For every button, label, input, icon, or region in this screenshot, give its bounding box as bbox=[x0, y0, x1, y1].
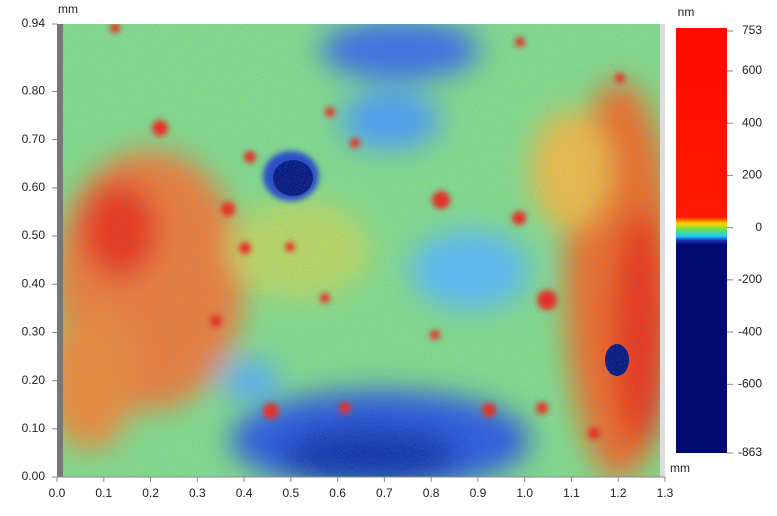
x-tick-label: 1.0 bbox=[516, 486, 533, 500]
colorbar-tick-label: -600 bbox=[738, 376, 762, 390]
colorbar-tick-label: -400 bbox=[738, 324, 762, 338]
x-tick-label: 0.9 bbox=[470, 486, 487, 500]
x-tick-label: 0.1 bbox=[95, 486, 112, 500]
x-tick-label: 0.4 bbox=[236, 486, 253, 500]
x-tick-label: 0.8 bbox=[423, 486, 440, 500]
y-tick-label: 0.60 bbox=[22, 180, 46, 194]
y-tick-label: 0.30 bbox=[22, 325, 46, 339]
y-unit: mm bbox=[58, 2, 78, 16]
colorbar-tick-label: 400 bbox=[742, 115, 762, 129]
y-tick-label: 0.20 bbox=[22, 373, 46, 387]
x-tick-label: 0.3 bbox=[189, 486, 206, 500]
colorbar-unit: nm bbox=[678, 5, 695, 19]
y-tick-label: 0.50 bbox=[22, 228, 46, 242]
x-tick-label: 1.1 bbox=[563, 486, 580, 500]
colorbar-tick-label: 753 bbox=[742, 23, 762, 37]
y-tick-label: 0.70 bbox=[22, 132, 46, 146]
y-tick-label: 0.80 bbox=[22, 84, 46, 98]
colorbar-tick-label: -200 bbox=[738, 272, 762, 286]
x-tick-label: 0.0 bbox=[49, 486, 66, 500]
y-tick-label: 0.00 bbox=[22, 469, 46, 483]
x-tick-label: 1.3 bbox=[657, 486, 674, 500]
colorbar-tick-label: 600 bbox=[742, 63, 762, 77]
y-tick-label: 0.40 bbox=[22, 276, 46, 290]
x-tick-label: 1.2 bbox=[610, 486, 627, 500]
colorbar-tick-label: 0 bbox=[755, 220, 762, 234]
x-tick-label: 0.6 bbox=[329, 486, 346, 500]
x-tick-label: 0.5 bbox=[283, 486, 300, 500]
x-unit: mm bbox=[670, 461, 690, 475]
colorbar-tick-label: -863 bbox=[738, 445, 762, 459]
heatmap-image bbox=[57, 24, 665, 477]
x-tick-label: 0.7 bbox=[376, 486, 393, 500]
colorbar bbox=[676, 28, 727, 453]
y-tick-label: 0.94 bbox=[22, 16, 46, 30]
colorbar-tick-label: 200 bbox=[742, 168, 762, 182]
y-tick-label: 0.10 bbox=[22, 421, 46, 435]
x-tick-label: 0.2 bbox=[142, 486, 159, 500]
